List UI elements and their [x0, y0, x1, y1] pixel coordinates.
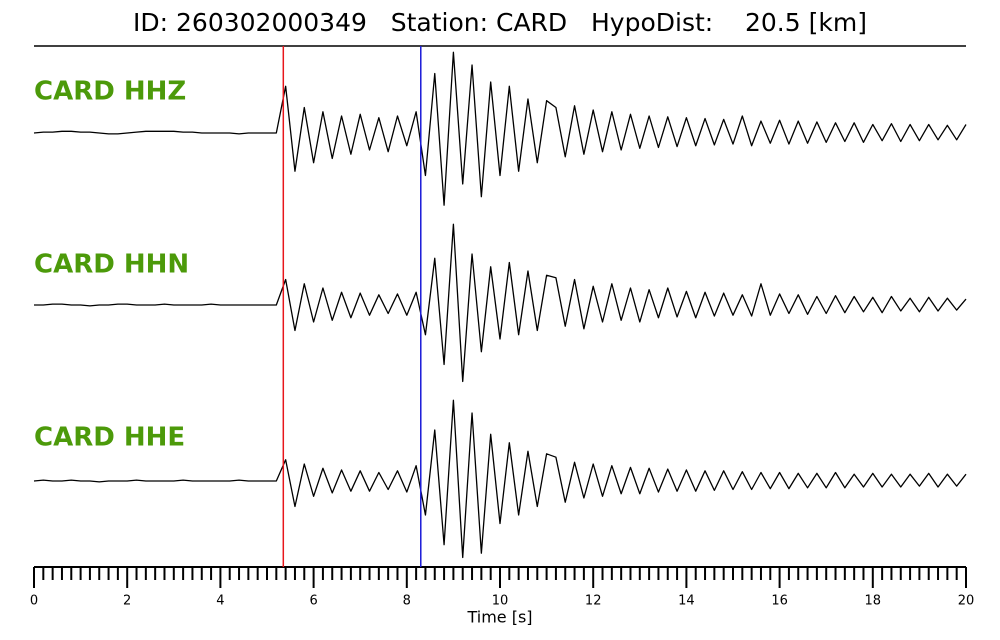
- trace-label: CARD HHZ: [34, 77, 186, 107]
- x-tick-label: 6: [309, 594, 317, 609]
- x-axis-label: Time [s]: [466, 608, 532, 627]
- trace-label: CARD HHE: [34, 423, 185, 453]
- x-tick-label: 18: [865, 594, 882, 609]
- waveform: [33, 51, 967, 206]
- x-tick-label: 2: [123, 594, 131, 609]
- x-tick-label: 8: [403, 594, 411, 609]
- x-tick-label: 12: [585, 594, 602, 609]
- x-tick-label: 20: [958, 594, 975, 609]
- waveform: [34, 223, 967, 383]
- chart-title: ID: 260302000349 Station: CARD HypoDist:…: [133, 8, 867, 37]
- x-tick-label: 16: [771, 594, 788, 609]
- waveform: [33, 399, 967, 559]
- x-tick-label: 14: [678, 594, 695, 609]
- x-tick-label: 0: [30, 594, 38, 609]
- x-tick-label: 4: [216, 594, 224, 609]
- x-tick-label: 10: [492, 594, 509, 609]
- trace-label: CARD HHN: [34, 250, 189, 280]
